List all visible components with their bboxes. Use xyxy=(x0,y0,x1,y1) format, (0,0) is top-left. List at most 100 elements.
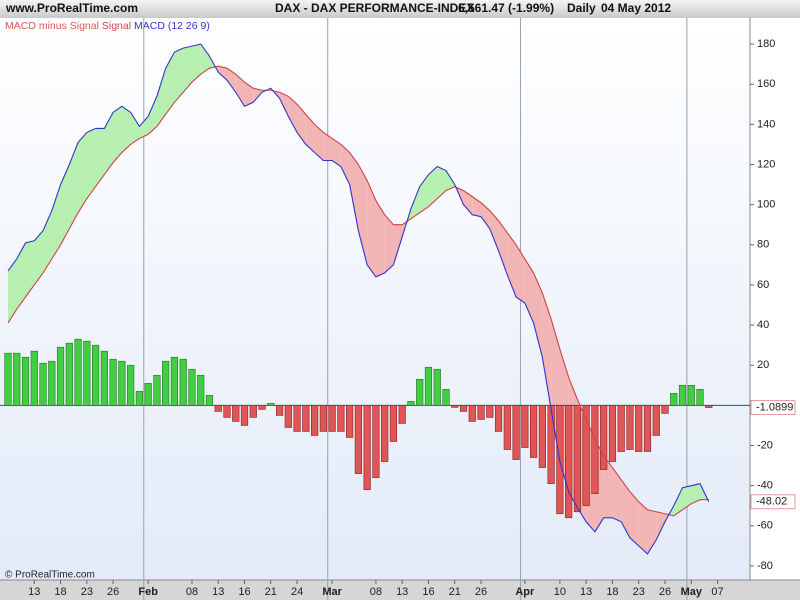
x-tick-label: 18 xyxy=(54,586,66,598)
histogram-bar xyxy=(582,405,590,507)
crossover-fill xyxy=(51,184,61,259)
x-tick-label: Feb xyxy=(138,586,158,598)
crossover-fill xyxy=(305,114,315,153)
crossover-fill xyxy=(279,92,289,117)
y-tick-label: -60 xyxy=(757,520,773,532)
histogram-bar xyxy=(13,352,21,406)
x-tick-label: 23 xyxy=(81,586,93,598)
crossover-fill xyxy=(148,96,157,135)
y-tick-label: 120 xyxy=(757,158,775,170)
crossover-fill xyxy=(235,74,245,107)
price: 6,561.47 (-1.99%) xyxy=(458,1,554,15)
histogram-bar xyxy=(494,405,503,432)
histogram-bar xyxy=(503,405,511,450)
legend-entry: MACD minus Signal xyxy=(5,20,99,32)
x-tick-label: May xyxy=(681,586,703,598)
date: 04 May 2012 xyxy=(601,1,671,15)
crossover-fill xyxy=(297,104,306,145)
histogram-bar xyxy=(477,405,485,420)
histogram-bar xyxy=(600,405,608,470)
legend: MACD minus Signal Signal MACD (12 26 9) xyxy=(5,20,210,32)
histogram-bar xyxy=(74,338,82,406)
x-tick-label: 13 xyxy=(28,586,40,598)
y-tick-label: 80 xyxy=(757,239,769,251)
y-tick-label: 160 xyxy=(757,78,775,90)
x-axis-background xyxy=(0,580,800,600)
y-tick-label: 140 xyxy=(757,118,775,130)
crossover-fill xyxy=(323,132,333,161)
y-tick-label: 100 xyxy=(757,199,775,211)
histogram-bar xyxy=(293,405,301,432)
x-tick-label: 07 xyxy=(711,586,723,598)
histogram-bar xyxy=(670,393,678,406)
crossover-fill xyxy=(227,68,236,93)
y-tick-label: 40 xyxy=(757,319,769,331)
crossover-fill xyxy=(489,210,499,251)
x-tick-label: 18 xyxy=(606,586,618,598)
crossover-fill xyxy=(638,501,648,554)
chart-title: DAX - DAX PERFORMANCE-INDEX xyxy=(275,1,474,15)
value-label: -48.02 xyxy=(756,496,787,508)
crossover-fill xyxy=(121,106,131,153)
crossover-fill xyxy=(691,483,701,504)
histogram-bar xyxy=(205,395,214,406)
crossover-fill xyxy=(410,186,420,219)
crossover-fill xyxy=(165,52,175,115)
histogram-bar xyxy=(214,405,222,412)
crossover-fill xyxy=(332,138,341,167)
crossover-fill xyxy=(104,112,114,175)
crossover-fill xyxy=(533,272,543,358)
histogram-bar xyxy=(687,385,695,406)
plot: 13 18 23 26 Feb 08 13 16 21 24 Mar 08 13 16 21 26 Apr 10 1… xyxy=(0,18,796,600)
crossover-fill xyxy=(516,244,525,304)
histogram-bar xyxy=(118,360,126,406)
crossover-fill xyxy=(682,485,692,510)
x-tick-label: 26 xyxy=(659,586,671,598)
crossover-fill xyxy=(463,190,473,215)
histogram-bar xyxy=(48,360,56,406)
histogram-bar xyxy=(416,378,424,406)
crossover-fill xyxy=(446,170,455,191)
crossover-fill xyxy=(612,467,622,522)
histogram-bar xyxy=(661,405,669,414)
histogram-bar xyxy=(4,352,12,406)
histogram-bar xyxy=(240,405,249,426)
crossover-fill xyxy=(95,128,105,187)
crossover-fill xyxy=(130,112,140,145)
histogram-bar xyxy=(486,405,494,418)
histogram-bar xyxy=(310,405,319,436)
x-tick-label: 23 xyxy=(633,586,645,598)
y-tick-label: -40 xyxy=(757,480,773,492)
y-tick-label: -20 xyxy=(757,439,773,451)
histogram-bar xyxy=(21,356,30,406)
x-tick-label: 08 xyxy=(186,586,198,598)
crossover-fill xyxy=(244,82,254,107)
crossover-fill xyxy=(340,144,350,185)
legend-entry: MACD (12 26 9) xyxy=(134,20,210,32)
crossover-fill xyxy=(113,106,122,163)
x-tick-label: 26 xyxy=(475,586,487,598)
histogram-bar xyxy=(652,405,660,436)
crossover-fill xyxy=(673,487,683,516)
value-box xyxy=(750,400,796,416)
x-tick-label: 26 xyxy=(107,586,119,598)
histogram-bar xyxy=(153,374,161,406)
histogram-bar xyxy=(319,405,327,432)
crossover-fill xyxy=(34,230,44,285)
crossover-fill xyxy=(8,258,17,324)
histogram-bar xyxy=(381,405,389,462)
histogram-bar xyxy=(705,405,713,408)
crossover-fill xyxy=(656,511,665,540)
x-tick-label: 21 xyxy=(265,586,277,598)
legend-entry: Signal xyxy=(102,20,131,32)
period: Daily xyxy=(567,1,596,15)
crossover-fill xyxy=(542,292,552,410)
crossover-fill xyxy=(200,44,210,75)
x-tick-label: 13 xyxy=(580,586,592,598)
crossover-fill xyxy=(78,132,87,213)
y-tick-label: 180 xyxy=(757,38,775,50)
histogram-bar xyxy=(643,405,652,452)
histogram-bar xyxy=(39,362,47,406)
histogram-bar xyxy=(337,405,345,432)
x-tick-label: Apr xyxy=(515,586,535,598)
